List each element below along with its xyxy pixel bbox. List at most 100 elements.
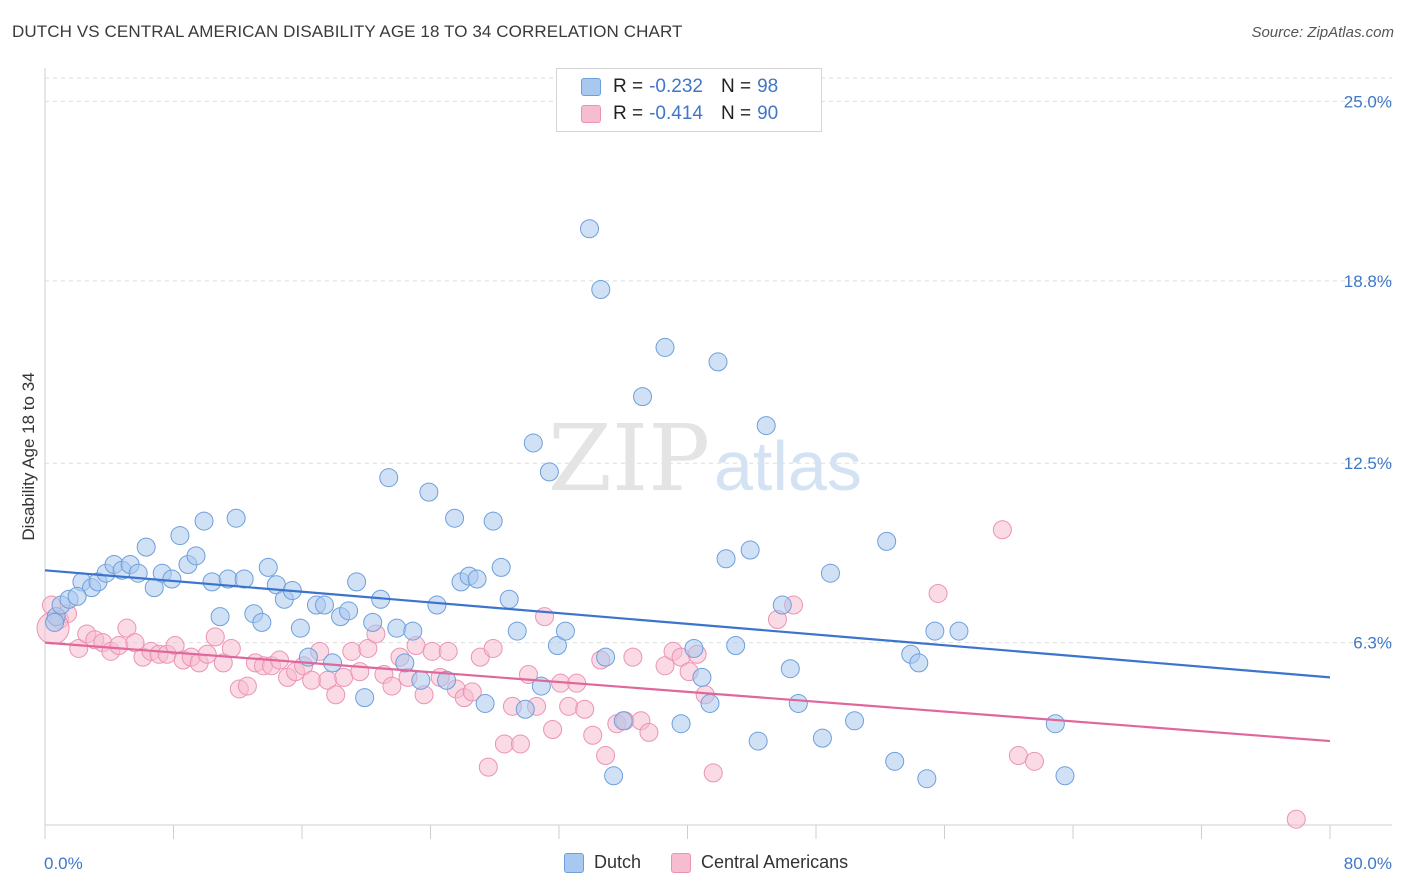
trend-lines [44,569,1331,743]
central-point [583,725,603,745]
dutch-point [780,659,800,679]
dutch-point [411,670,431,690]
dutch-point [812,728,832,748]
dutch-point [491,557,511,577]
dutch-point [136,537,156,557]
dutch-point [523,433,543,453]
legend-r-label: R = [613,76,644,97]
central-point [117,618,137,638]
dutch-point [708,352,728,372]
central-point [213,653,233,673]
watermark-atlas: atlas [714,427,862,505]
central-point [422,641,442,661]
dutch-point [226,508,246,528]
bottom-legend: Dutch Central Americans [564,852,878,873]
dutch-point [194,511,214,531]
dutch-swatch-icon [564,852,584,873]
legend-row-central: R = -0.414 N = 90 [581,101,778,127]
dutch-point [917,769,937,789]
central-point [205,627,225,647]
central-point [703,763,723,783]
dutch-point [885,751,905,771]
dutch-point [162,569,182,589]
central-point [382,676,402,696]
dutch-point [339,601,359,621]
central-point [438,641,458,661]
dutch-point [499,589,519,609]
chart-title: DUTCH VS CENTRAL AMERICAN DISABILITY AGE… [12,22,683,41]
dutch-point [419,482,439,502]
dutch-point [210,607,230,627]
dutch-point [756,416,776,436]
dutch-swatch-icon [581,78,601,96]
legend: R = -0.232 N = 98 R = -0.414 N = 90 [556,68,822,132]
dutch-point [387,618,407,638]
dutch-point [437,670,457,690]
dutch-trend-line [44,569,1331,679]
central-point [559,696,579,716]
dutch-point [671,714,691,734]
dutch-point [547,636,567,656]
central-point [494,734,514,754]
chart-source: Source: ZipAtlas.com [1251,24,1394,41]
dutch-point [877,531,897,551]
dutch-point [596,647,616,667]
dutch-point [580,219,600,239]
dutch-point [252,612,272,632]
dutch-point [845,711,865,731]
central-point [125,633,145,653]
y-tick-label: 18.8% [1344,272,1392,291]
dutch-point [820,563,840,583]
dutch-point [202,572,222,592]
dutch-point [555,621,575,641]
axis-labels: 6.3% 12.5% 18.8% 25.0% 0.0% 80.0% Disability A… [19,92,1392,873]
central-point [483,638,503,658]
data-points [36,219,1306,829]
bottom-legend-central: Central Americans [671,852,848,873]
dutch-point [748,731,768,751]
legend-r-value: -0.232 [649,76,703,97]
dutch-point [633,387,653,407]
dutch-point [740,540,760,560]
dutch-point [445,508,465,528]
dutch-point [483,511,503,531]
dutch-point [507,621,527,641]
central-point [543,719,563,739]
bottom-legend-dutch-label: Dutch [594,852,642,872]
watermark: ZIP atlas [548,405,862,512]
dutch-point [909,653,929,673]
central-point [326,685,346,705]
watermark-zip: ZIP [548,405,710,512]
central-trend-line [44,641,1331,743]
central-point [358,638,378,658]
central-point [992,520,1012,540]
central-point [596,746,616,766]
central-point [1024,751,1044,771]
central-point [478,757,498,777]
central-point [575,699,595,719]
central-point [510,734,530,754]
central-swatch-icon [581,105,601,123]
y-tick-label: 12.5% [1344,454,1392,473]
dutch-point [515,699,535,719]
dutch-point [323,653,343,673]
dutch-point [290,618,310,638]
dutch-point [788,693,808,713]
dutch-point [591,280,611,300]
legend-r-value: -0.414 [649,103,703,124]
dutch-point [314,595,334,615]
y-tick-label: 6.3% [1353,634,1392,653]
central-point [342,641,362,661]
dutch-point [355,688,375,708]
bottom-legend-dutch: Dutch [564,852,641,873]
dutch-point [170,526,190,546]
dutch-point [427,595,447,615]
central-point [221,638,241,658]
dutch-point [772,595,792,615]
dutch-point [363,612,383,632]
legend-n-value: 98 [757,76,779,97]
central-point [1008,746,1028,766]
legend-n-label: N = [720,76,752,97]
dutch-point [186,546,206,566]
